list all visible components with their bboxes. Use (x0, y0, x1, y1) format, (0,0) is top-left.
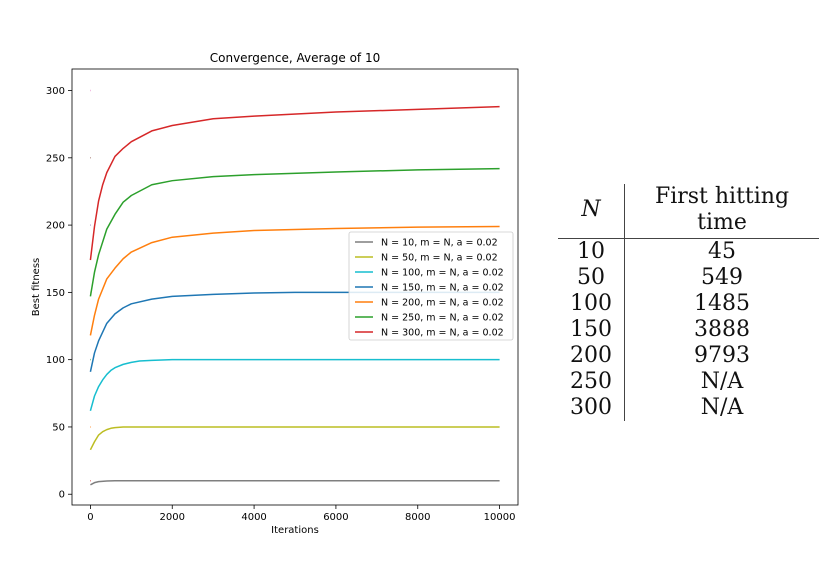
header-first-hitting-time: First hitting time (624, 184, 819, 239)
legend-label: N = 300, m = N, a = 0.02 (381, 328, 504, 339)
cell-n: 50 (558, 265, 625, 291)
cell-hitting-time: 1485 (694, 291, 750, 316)
x-tick-label: 8000 (405, 512, 430, 523)
y-tick-label: 100 (46, 355, 65, 366)
header-n: N (558, 184, 625, 239)
cell-hitting-time: N/A (700, 369, 744, 394)
series-line-9 (89, 358, 500, 411)
table-row: 150 3888 (558, 317, 819, 343)
series-line-11 (89, 225, 500, 336)
table-row: 200 9793 (558, 343, 819, 369)
plot-area (89, 89, 500, 486)
legend-label: N = 200, m = N, a = 0.02 (381, 298, 504, 309)
table-row: 50 549 (558, 265, 819, 291)
first-hitting-time-table: N First hitting time 10 45 50 549 100 1485 … (558, 184, 819, 421)
series-line-13 (89, 105, 500, 261)
results-table: N First hitting time 10 45 50 549 100 1485 … (558, 184, 819, 421)
cell-hitting-time: 9793 (694, 343, 750, 368)
legend-label: N = 100, m = N, a = 0.02 (381, 268, 504, 279)
y-tick-label: 50 (52, 422, 65, 433)
y-axis-label: Best fitness (31, 258, 42, 316)
x-tick-label: 6000 (323, 512, 348, 523)
table-row: 300 N/A (558, 395, 819, 421)
legend-box (348, 231, 514, 341)
cell-hitting-time: 3888 (694, 317, 750, 342)
y-tick-label: 0 (59, 490, 65, 501)
table-row: 250 N/A (558, 369, 819, 395)
y-tick-label: 300 (46, 86, 65, 97)
cell-n: 250 (558, 369, 625, 395)
series-line-8 (89, 426, 500, 451)
x-tick-label: 0 (87, 512, 93, 523)
x-axis-label: Iterations (271, 525, 319, 536)
legend-label: N = 10, m = N, a = 0.02 (381, 238, 498, 249)
x-tick-label: 4000 (241, 512, 266, 523)
series-line-10 (89, 291, 500, 372)
table-header-row: N First hitting time (558, 184, 819, 239)
axis-ticks: 0 2000 4000 6000 8000 10000 0 50 100 150 200 250 300 (46, 86, 516, 523)
table-row: 10 45 (558, 238, 819, 265)
legend-label: N = 250, m = N, a = 0.02 (381, 313, 504, 324)
x-tick-label: 2000 (160, 512, 185, 523)
legend: N = 10, m = N, a = 0.02 N = 50, m = N, a … (348, 231, 514, 341)
legend-label: N = 50, m = N, a = 0.02 (381, 253, 498, 264)
series-line-7 (90, 480, 500, 486)
x-tick-label: 10000 (484, 512, 516, 523)
cell-hitting-time: N/A (700, 395, 744, 420)
series-line-12 (89, 167, 500, 297)
legend-label: N = 150, m = N, a = 0.02 (381, 283, 504, 294)
cell-n: 150 (558, 317, 625, 343)
cell-n: 200 (558, 343, 625, 369)
y-tick-label: 250 (46, 153, 65, 164)
chart-title: Convergence, Average of 10 (210, 51, 381, 65)
y-tick-label: 200 (46, 221, 65, 232)
cell-hitting-time: 45 (708, 239, 736, 264)
cell-hitting-time: 549 (701, 265, 743, 290)
cell-n: 300 (558, 395, 625, 421)
cell-n: 10 (558, 238, 625, 265)
plot-frame (71, 68, 519, 506)
cell-n: 100 (558, 291, 625, 317)
table-row: 100 1485 (558, 291, 819, 317)
y-tick-label: 150 (46, 288, 65, 299)
